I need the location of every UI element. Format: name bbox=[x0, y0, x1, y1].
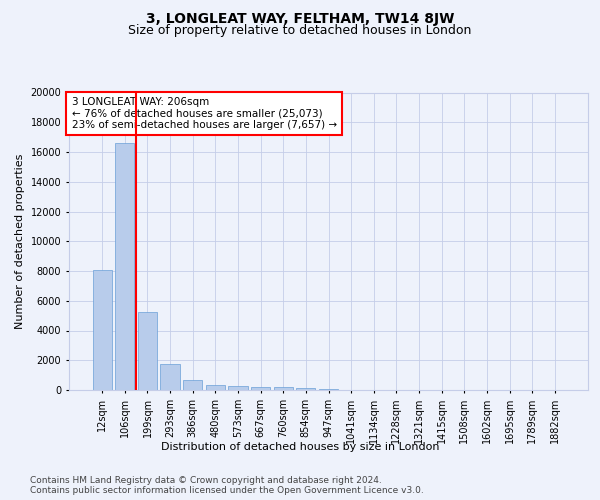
Text: Size of property relative to detached houses in London: Size of property relative to detached ho… bbox=[128, 24, 472, 37]
Bar bbox=[115, 143, 134, 390]
Bar bbox=[229, 386, 248, 390]
Bar bbox=[138, 312, 157, 390]
Text: Distribution of detached houses by size in London: Distribution of detached houses by size … bbox=[161, 442, 439, 452]
Bar bbox=[319, 388, 338, 390]
Bar bbox=[92, 270, 112, 390]
Text: 3 LONGLEAT WAY: 206sqm
← 76% of detached houses are smaller (25,073)
23% of semi: 3 LONGLEAT WAY: 206sqm ← 76% of detached… bbox=[71, 97, 337, 130]
Text: 3, LONGLEAT WAY, FELTHAM, TW14 8JW: 3, LONGLEAT WAY, FELTHAM, TW14 8JW bbox=[146, 12, 454, 26]
Bar bbox=[183, 380, 202, 390]
Text: Contains HM Land Registry data © Crown copyright and database right 2024.
Contai: Contains HM Land Registry data © Crown c… bbox=[30, 476, 424, 495]
Bar bbox=[274, 388, 293, 390]
Bar bbox=[160, 364, 180, 390]
Bar bbox=[251, 386, 270, 390]
Bar bbox=[296, 388, 316, 390]
Bar bbox=[206, 385, 225, 390]
Y-axis label: Number of detached properties: Number of detached properties bbox=[15, 154, 25, 329]
